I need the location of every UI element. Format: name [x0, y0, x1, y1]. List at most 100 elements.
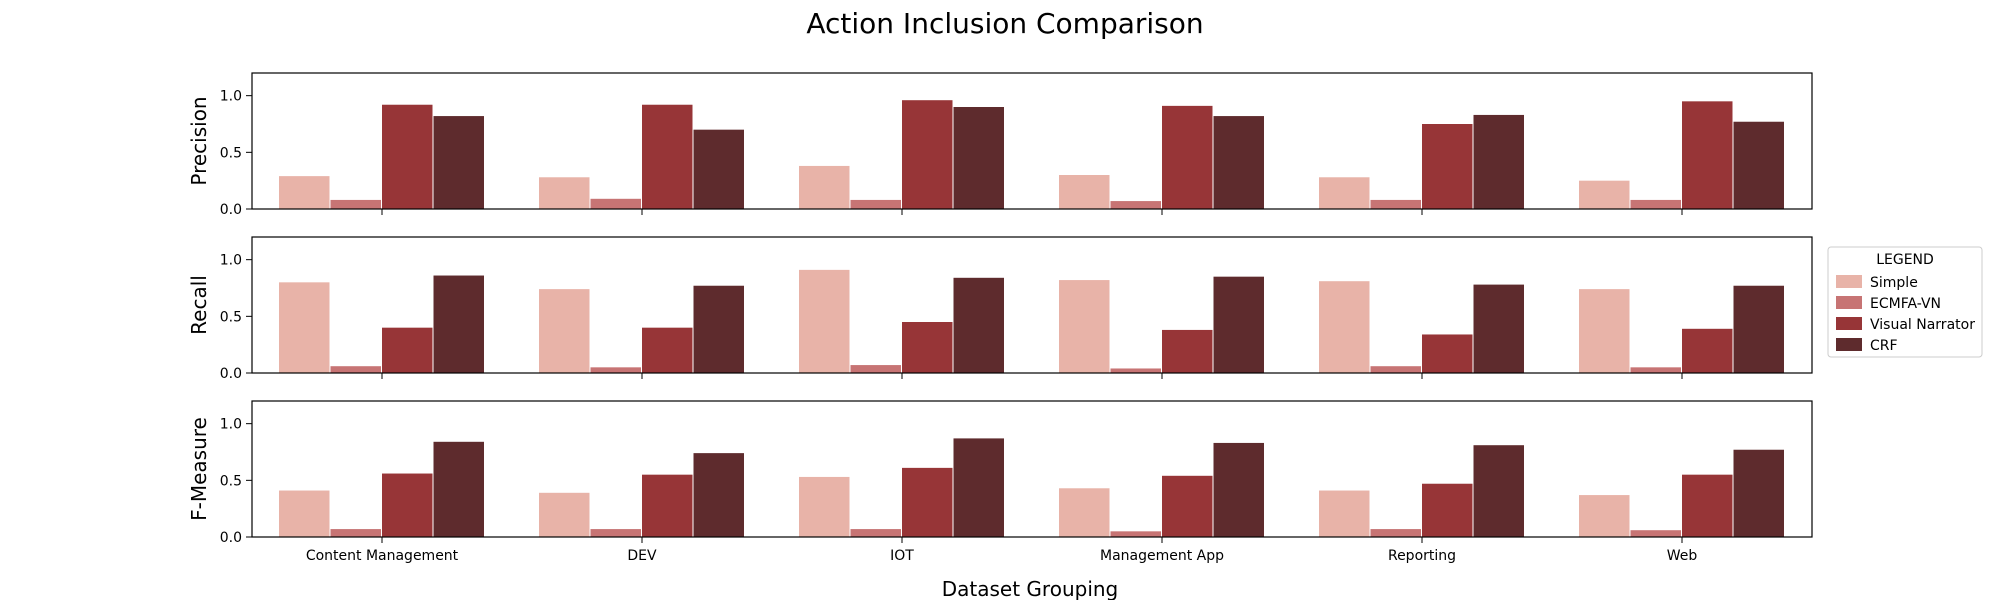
- bar-f-measure-ecmfa-vn-0: [330, 529, 381, 537]
- bar-f-measure-simple-1: [539, 492, 590, 537]
- panel-frame-1: [251, 236, 1813, 374]
- bar-f-measure-visual-narrator-5: [1682, 474, 1733, 537]
- bar-f-measure-visual-narrator-4: [1422, 483, 1473, 537]
- bar-recall-crf-2: [953, 277, 1004, 373]
- bar-f-measure-visual-narrator-1: [642, 474, 693, 537]
- bar-f-measure-visual-narrator-0: [382, 473, 433, 537]
- bar-f-measure-ecmfa-vn-2: [850, 529, 901, 537]
- y-axis-label-recall: Recall: [187, 275, 211, 335]
- legend-label-simple: Simple: [1870, 275, 1918, 291]
- bar-precision-visual-narrator-3: [1162, 105, 1213, 209]
- x-tick-label-0: Content Management: [306, 548, 459, 564]
- legend-swatch-simple: [1836, 275, 1862, 288]
- bar-f-measure-crf-5: [1733, 449, 1784, 537]
- bar-recall-visual-narrator-4: [1422, 334, 1473, 373]
- bar-precision-ecmfa-vn-4: [1370, 199, 1421, 209]
- y-tick-label-2: 1.0: [220, 417, 242, 433]
- bar-f-measure-simple-3: [1059, 488, 1110, 537]
- bar-precision-visual-narrator-4: [1422, 124, 1473, 209]
- x-tick-label-4: Reporting: [1388, 548, 1456, 564]
- bar-precision-simple-3: [1059, 175, 1110, 209]
- legend-box: [1827, 246, 1983, 358]
- bar-f-measure-ecmfa-vn-5: [1630, 530, 1681, 537]
- y-tick-label-1: 0.5: [220, 309, 242, 325]
- chart-title: Action Inclusion Comparison: [806, 7, 1203, 40]
- bar-f-measure-simple-2: [799, 476, 850, 537]
- bar-precision-crf-5: [1733, 121, 1784, 209]
- bar-recall-visual-narrator-1: [642, 327, 693, 373]
- bar-recall-simple-4: [1319, 281, 1370, 373]
- bar-precision-crf-0: [433, 116, 484, 209]
- bar-precision-simple-0: [279, 176, 330, 209]
- bar-f-measure-simple-4: [1319, 490, 1370, 537]
- bar-precision-simple-5: [1579, 180, 1630, 209]
- bar-recall-ecmfa-vn-5: [1630, 367, 1681, 373]
- x-tick-label-3: Management App: [1100, 548, 1224, 564]
- bar-recall-crf-0: [433, 275, 484, 373]
- y-tick-label-0: 0.0: [220, 202, 242, 218]
- bar-f-measure-visual-narrator-3: [1162, 475, 1213, 537]
- bar-recall-visual-narrator-0: [382, 327, 433, 373]
- bar-recall-crf-5: [1733, 285, 1784, 373]
- bar-f-measure-crf-4: [1473, 445, 1524, 537]
- bar-recall-simple-0: [279, 282, 330, 373]
- bar-precision-ecmfa-vn-5: [1630, 199, 1681, 209]
- bar-recall-simple-5: [1579, 289, 1630, 373]
- bar-precision-crf-4: [1473, 114, 1524, 209]
- x-axis-label: Dataset Grouping: [942, 577, 1119, 600]
- legend-swatch-ecmfa-vn: [1836, 296, 1862, 309]
- bar-recall-visual-narrator-2: [902, 322, 953, 373]
- bar-precision-ecmfa-vn-2: [850, 199, 901, 209]
- bar-f-measure-crf-0: [433, 441, 484, 537]
- bar-f-measure-ecmfa-vn-3: [1110, 531, 1161, 537]
- bar-recall-ecmfa-vn-1: [590, 367, 641, 373]
- bar-recall-crf-3: [1213, 276, 1264, 373]
- bar-recall-visual-narrator-3: [1162, 329, 1213, 373]
- bar-precision-visual-narrator-1: [642, 104, 693, 209]
- y-axis-label-precision: Precision: [187, 96, 211, 185]
- bar-recall-simple-1: [539, 289, 590, 373]
- bar-f-measure-crf-1: [693, 453, 744, 537]
- bar-f-measure-ecmfa-vn-4: [1370, 529, 1421, 537]
- y-tick-label-0: 1.0: [220, 89, 242, 105]
- bar-precision-ecmfa-vn-0: [330, 199, 381, 209]
- x-tick-label-5: Web: [1667, 548, 1698, 564]
- bar-f-measure-simple-0: [279, 490, 330, 537]
- legend-swatch-crf: [1836, 338, 1862, 351]
- bar-f-measure-crf-3: [1213, 442, 1264, 537]
- y-tick-label-1: 1.0: [220, 253, 242, 269]
- bar-precision-simple-1: [539, 177, 590, 209]
- bar-recall-ecmfa-vn-0: [330, 366, 381, 373]
- bar-precision-visual-narrator-2: [902, 100, 953, 209]
- y-tick-label-2: 0.5: [220, 473, 242, 489]
- bar-precision-crf-1: [693, 129, 744, 209]
- legend-swatch-visual-narrator: [1836, 317, 1862, 330]
- bar-f-measure-ecmfa-vn-1: [590, 529, 641, 537]
- bar-f-measure-simple-5: [1579, 495, 1630, 537]
- bar-recall-simple-3: [1059, 280, 1110, 373]
- y-tick-label-1: 0.0: [220, 366, 242, 382]
- panel-frame-0: [251, 72, 1813, 210]
- bar-precision-ecmfa-vn-1: [590, 198, 641, 209]
- bar-precision-visual-narrator-0: [382, 104, 433, 209]
- bar-precision-visual-narrator-5: [1682, 101, 1733, 209]
- legend-label-ecmfa-vn: ECMFA-VN: [1870, 296, 1941, 312]
- x-tick-label-1: DEV: [627, 548, 657, 564]
- bar-f-measure-visual-narrator-2: [902, 467, 953, 537]
- bar-precision-crf-2: [953, 107, 1004, 209]
- bar-recall-crf-1: [693, 285, 744, 373]
- bar-recall-crf-4: [1473, 284, 1524, 373]
- bar-recall-ecmfa-vn-2: [850, 365, 901, 373]
- legend-label-crf: CRF: [1870, 338, 1898, 354]
- bar-f-measure-crf-2: [953, 438, 1004, 537]
- y-tick-label-2: 0.0: [220, 530, 242, 546]
- bar-precision-simple-2: [799, 165, 850, 209]
- y-axis-label-f-measure: F-Measure: [187, 417, 211, 521]
- bar-precision-simple-4: [1319, 177, 1370, 209]
- x-tick-label-2: IOT: [890, 548, 914, 564]
- legend-title: LEGEND: [1876, 252, 1934, 268]
- bar-precision-crf-3: [1213, 116, 1264, 209]
- bar-recall-visual-narrator-5: [1682, 328, 1733, 373]
